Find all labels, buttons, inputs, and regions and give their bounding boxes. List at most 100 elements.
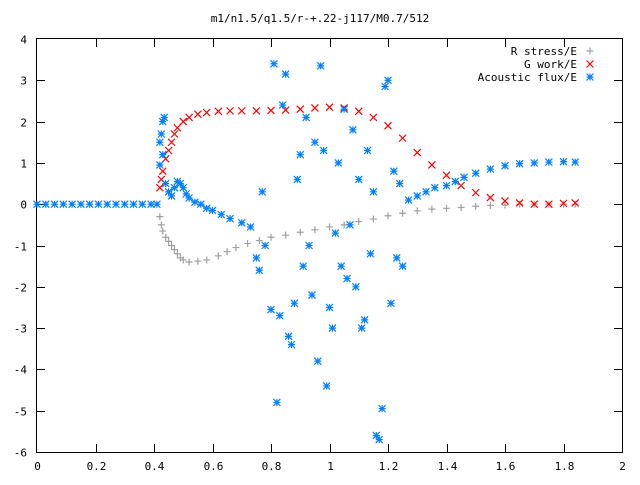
series-1 [155, 103, 580, 209]
data-point [460, 173, 468, 182]
data-point [530, 158, 539, 167]
data-point [302, 113, 311, 122]
data-point [153, 200, 161, 209]
data-point [296, 105, 305, 114]
data-point [155, 138, 164, 147]
data-point [413, 192, 422, 200]
data-point [155, 161, 164, 169]
data-point [179, 256, 187, 264]
data-point [451, 177, 460, 186]
data-point [516, 200, 524, 208]
data-point [343, 274, 351, 283]
data-point [559, 199, 568, 208]
data-point [164, 146, 173, 155]
data-point [328, 324, 337, 333]
data-point [157, 221, 165, 229]
data-point [157, 130, 166, 138]
data-point [167, 138, 176, 147]
data-point [472, 202, 480, 210]
x-tick-label: 2 [619, 460, 626, 473]
data-point [413, 207, 421, 215]
data-point [160, 113, 169, 122]
data-point [59, 200, 68, 209]
data-point [202, 204, 211, 213]
data-point [486, 193, 495, 202]
data-point [158, 167, 167, 176]
data-point [112, 200, 120, 209]
series-0 [156, 200, 579, 266]
data-point [530, 200, 539, 209]
data-point [202, 108, 211, 117]
data-point [355, 218, 363, 226]
data-point [193, 110, 202, 119]
data-point [348, 125, 357, 134]
data-point [544, 200, 553, 209]
data-point [173, 123, 182, 132]
data-point [544, 158, 553, 166]
data-point [267, 106, 275, 115]
data-point [442, 181, 451, 190]
data-point [325, 303, 334, 312]
legend-label: Acoustic flux/E [478, 71, 577, 84]
y-tick-label: 2 [20, 117, 27, 130]
data-point [442, 171, 451, 180]
data-point [168, 242, 176, 249]
data-point [196, 200, 205, 209]
data-point [170, 183, 179, 192]
legend-label: G work/E [524, 58, 577, 71]
data-point [325, 103, 334, 112]
data-point [305, 241, 313, 250]
data-point [120, 200, 129, 209]
data-point [515, 199, 524, 207]
y-tick-label: -1 [14, 241, 27, 254]
data-point [296, 228, 304, 236]
data-point [275, 311, 284, 320]
data-point [155, 183, 164, 192]
data-point [287, 340, 296, 349]
data-point [443, 204, 450, 212]
data-marks [33, 59, 580, 444]
data-point [252, 106, 261, 115]
data-point [185, 258, 193, 266]
data-point [158, 150, 167, 159]
data-point [129, 200, 138, 209]
data-point [226, 106, 234, 115]
data-point [340, 221, 348, 229]
data-point [179, 117, 188, 126]
data-point [290, 299, 299, 308]
data-point [322, 381, 331, 390]
data-point [501, 161, 509, 170]
legend-label: R stress/E [511, 45, 577, 58]
data-point [354, 175, 363, 184]
data-point [270, 59, 278, 68]
y-tick-label: -4 [14, 364, 28, 377]
data-point [162, 233, 170, 241]
data-point [346, 220, 354, 229]
data-point [223, 248, 231, 256]
data-point [404, 196, 413, 204]
data-point [398, 262, 407, 271]
y-tick-label: 3 [20, 75, 27, 88]
y-tick-label: -3 [14, 323, 27, 336]
data-point [559, 157, 568, 166]
data-point [214, 107, 223, 116]
data-point [515, 159, 524, 168]
data-point [147, 200, 155, 209]
x-tick-label: 0 [34, 460, 41, 473]
data-point [430, 183, 439, 192]
data-point [331, 229, 340, 238]
data-point [41, 200, 50, 209]
data-point [85, 200, 94, 209]
data-point [156, 213, 164, 221]
data-point [173, 250, 181, 258]
data-point [33, 200, 41, 209]
data-point [316, 61, 325, 70]
data-point [308, 291, 316, 299]
data-point [179, 183, 188, 192]
data-point [272, 398, 281, 407]
data-point [334, 158, 343, 167]
data-point [191, 198, 199, 207]
data-point [360, 315, 369, 324]
data-point [486, 201, 494, 209]
data-point [167, 192, 176, 200]
